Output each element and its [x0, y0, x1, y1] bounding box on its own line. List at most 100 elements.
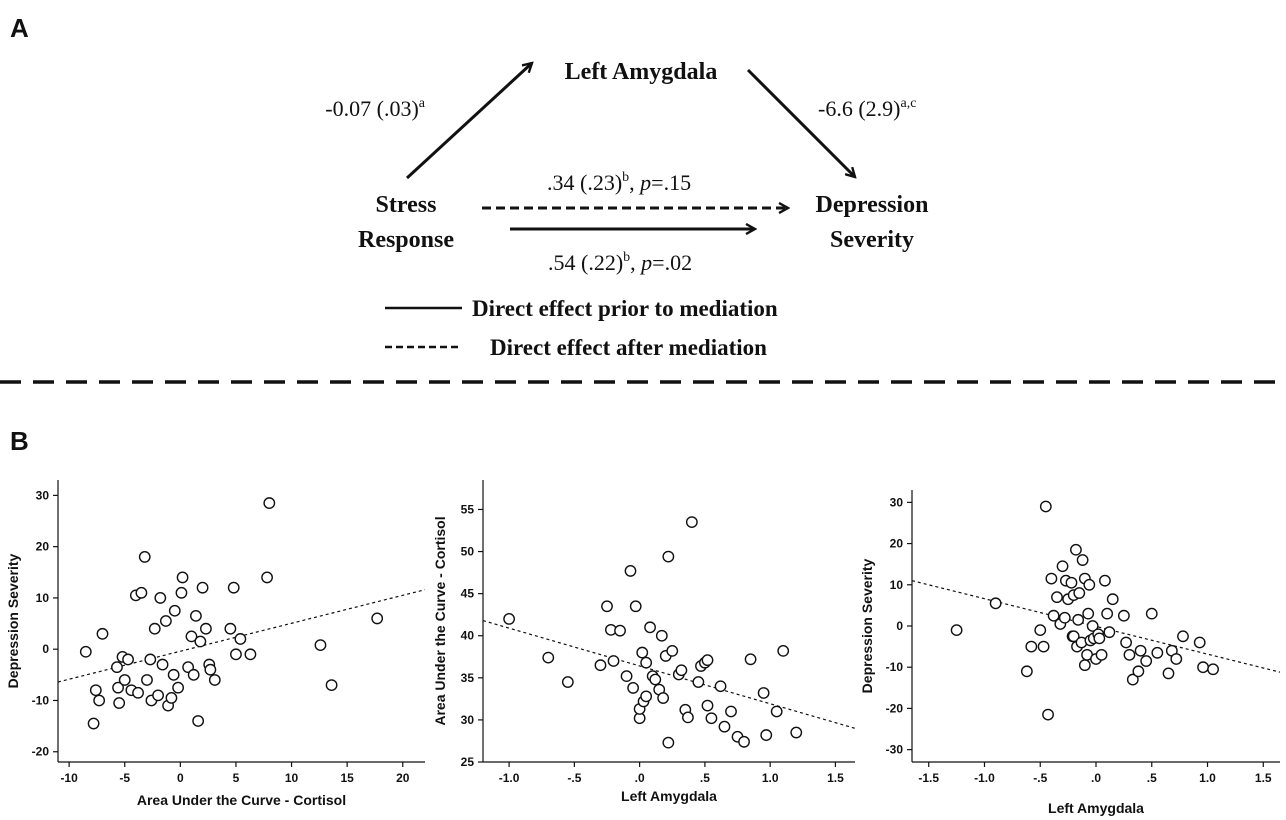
mediator-node-label: Left Amygdala	[565, 59, 718, 85]
data-point	[156, 658, 169, 671]
data-point	[657, 692, 670, 704]
data-point	[204, 663, 217, 676]
scatter-plot-cortisol-vs-depression: -10 -5 0 5 10 15 20 -20 -10 0 10 20 30 Area Under the…	[5, 480, 426, 808]
data-point	[714, 680, 727, 693]
data-point	[234, 633, 247, 645]
data-point	[594, 659, 607, 672]
x-tick-label: 10	[285, 771, 299, 785]
data-point	[655, 629, 668, 642]
data-point	[1067, 630, 1080, 643]
data-point	[93, 694, 106, 707]
data-point	[1170, 653, 1183, 665]
data-point	[1099, 574, 1111, 587]
y-tick-label: 30	[461, 713, 475, 727]
y-tick-label: 25	[461, 755, 475, 769]
data-point	[1056, 560, 1069, 573]
y-tick-label: 40	[461, 629, 475, 643]
data-point	[989, 597, 1002, 610]
data-point	[1106, 593, 1119, 606]
data-point	[503, 612, 516, 625]
data-point	[1207, 663, 1219, 676]
data-point	[744, 653, 757, 666]
predictor-node-label-line2: Response	[358, 227, 454, 253]
data-point	[172, 681, 185, 694]
path-b-coefficient: -6.6 (2.9)a,c	[818, 96, 916, 121]
y-tick-label: -30	[886, 743, 904, 757]
data-point	[640, 690, 653, 703]
data-point	[138, 551, 151, 563]
data-point	[1162, 667, 1175, 680]
data-point	[1123, 648, 1136, 661]
x-tick-label: 5	[233, 771, 240, 785]
path-a-arrow	[405, 63, 532, 180]
data-point	[629, 600, 642, 613]
data-point	[1151, 646, 1164, 659]
x-tick-label: 15	[340, 771, 354, 785]
data-point	[1140, 655, 1153, 667]
data-point	[152, 689, 164, 702]
y-axis-title: Depression Severity	[5, 553, 21, 688]
data-point	[1037, 640, 1050, 653]
data-point	[144, 653, 157, 666]
data-point	[1070, 543, 1082, 556]
x-tick-label: 1.0	[762, 771, 779, 785]
scatter-plot-amygdala-vs-cortisol: -1.0 -.5 .0 .5 1.0 1.5 25 30 35 40 45 50 55 Left Amyg…	[432, 480, 856, 804]
data-point	[725, 705, 737, 718]
data-point	[159, 615, 172, 627]
x-tick-label: -1.0	[974, 771, 995, 785]
data-point	[666, 644, 679, 657]
data-point	[1086, 620, 1099, 632]
data-point	[1134, 644, 1147, 657]
y-tick-label: 50	[461, 545, 475, 559]
data-point	[1095, 648, 1108, 661]
data-point	[1034, 624, 1047, 637]
x-tick-label: -1.0	[499, 771, 520, 785]
data-point	[135, 586, 148, 599]
data-point	[1058, 611, 1071, 624]
data-point	[118, 674, 131, 686]
data-point	[1103, 626, 1116, 639]
data-point	[185, 630, 198, 643]
data-point	[636, 646, 649, 659]
data-point	[640, 656, 653, 669]
outcome-node-label-line2: Severity	[830, 227, 914, 253]
y-tick-label: -10	[886, 660, 904, 674]
x-tick-label: 0	[177, 771, 184, 785]
data-point	[790, 726, 803, 739]
data-point	[230, 648, 242, 661]
x-axis-title: Area Under the Curve - Cortisol	[137, 792, 346, 808]
data-point	[314, 639, 327, 651]
data-point	[1093, 632, 1106, 645]
data-point	[167, 668, 180, 681]
x-axis-title: Left Amygdala	[621, 788, 717, 804]
x-tick-label: .0	[635, 771, 645, 785]
y-tick-label: 30	[36, 488, 50, 502]
scatter-plot-amygdala-vs-depression: -1.5 -1.0 -.5 .0 .5 1.0 1.5 -30 -20 -10 0 10 20 30 Lef…	[859, 490, 1281, 816]
data-point	[1117, 609, 1130, 622]
data-point	[1073, 587, 1086, 599]
x-tick-label: -.5	[567, 771, 581, 785]
path-c-prime-coefficient: .34 (.23)b, p=.15	[547, 170, 691, 195]
data-point	[192, 715, 205, 727]
data-point	[644, 621, 656, 634]
data-point	[542, 651, 555, 664]
data-point	[1045, 572, 1058, 585]
legend-dashed-label: Direct effect after mediation	[490, 335, 767, 360]
data-point	[175, 586, 188, 599]
data-point	[1039, 500, 1052, 513]
y-axis-title: Depression Severity	[859, 558, 875, 693]
data-point	[1083, 578, 1096, 591]
outcome-node-label-line1: Depression	[816, 192, 929, 218]
data-point	[200, 622, 212, 635]
data-point	[187, 668, 200, 681]
y-tick-label: -10	[32, 693, 50, 707]
data-point	[1076, 554, 1089, 566]
data-point	[950, 624, 963, 637]
data-point	[208, 674, 221, 686]
path-b-arrow	[746, 68, 855, 177]
data-point	[325, 679, 338, 691]
x-tick-label: -10	[60, 771, 78, 785]
legend-solid-label: Direct effect prior to mediation	[472, 296, 778, 321]
path-a-coefficient: -0.07 (.03)a	[325, 96, 425, 121]
